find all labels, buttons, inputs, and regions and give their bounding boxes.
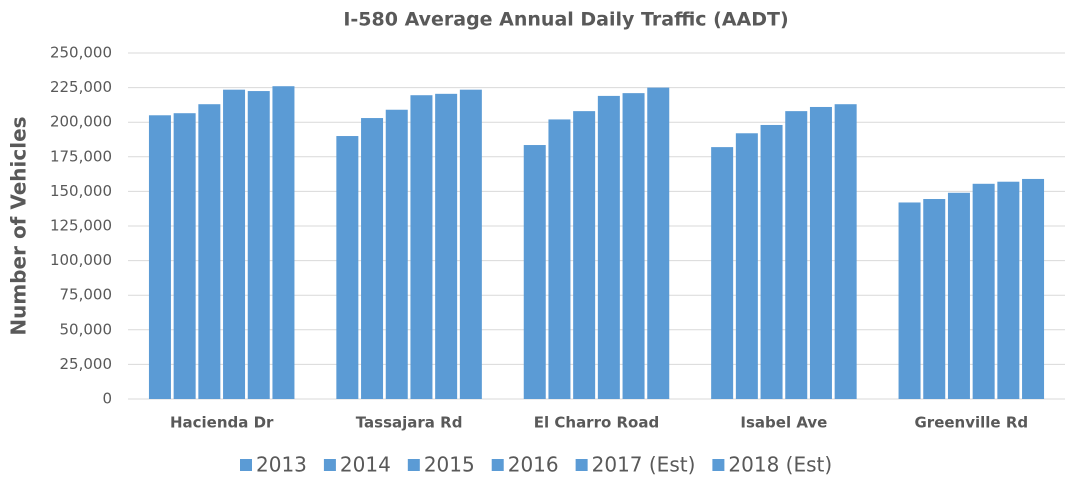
bar: [972, 183, 995, 399]
x-tick-label: Isabel Ave: [740, 414, 827, 432]
bar: [410, 95, 433, 399]
bar: [148, 115, 171, 399]
y-tick-label: 150,000: [50, 182, 112, 200]
legend-label: 2018 (Est): [728, 453, 832, 477]
bar: [834, 104, 857, 399]
bar: [735, 133, 758, 399]
bar: [361, 118, 384, 399]
bar: [272, 86, 295, 399]
bar: [435, 93, 458, 399]
bar: [898, 202, 921, 399]
y-tick-label: 125,000: [50, 217, 112, 235]
y-tick-label: 250,000: [50, 44, 112, 62]
y-tick-label: 50,000: [60, 320, 113, 338]
bar: [809, 106, 832, 399]
bar: [336, 136, 359, 400]
legend-swatch: [575, 459, 588, 471]
bar: [711, 147, 734, 399]
bar: [947, 192, 970, 399]
legend-swatch: [712, 459, 725, 471]
bar: [548, 119, 571, 399]
y-tick-label: 225,000: [50, 78, 112, 96]
legend-label: 2016: [508, 453, 559, 477]
legend-swatch: [407, 459, 420, 471]
bar: [622, 93, 645, 400]
y-tick-label: 25,000: [60, 355, 113, 373]
bar: [597, 95, 620, 400]
y-tick-label: 0: [102, 390, 112, 408]
bar: [760, 124, 783, 399]
bar: [523, 145, 546, 399]
x-tick-label: Hacienda Dr: [170, 414, 274, 432]
x-tick-label: Greenville Rd: [914, 414, 1028, 432]
legend-label: 2014: [340, 453, 391, 477]
y-tick-label: 100,000: [50, 251, 112, 269]
x-tick-label: Tassajara Rd: [356, 414, 463, 432]
bar: [1022, 178, 1045, 399]
chart-title: I-580 Average Annual Daily Traffic (AADT…: [343, 9, 788, 31]
bar: [923, 199, 946, 399]
legend-label: 2013: [256, 453, 307, 477]
bar: [247, 91, 270, 399]
y-tick-label: 175,000: [50, 147, 112, 165]
bar: [173, 113, 196, 399]
bar: [997, 181, 1020, 399]
legend-swatch: [240, 459, 252, 471]
bar: [785, 111, 808, 400]
bar: [573, 111, 596, 400]
legend-swatch: [323, 459, 336, 471]
bar: [647, 87, 670, 399]
y-tick-label: 200,000: [50, 113, 112, 131]
bar: [198, 104, 221, 399]
y-tick-label: 75,000: [60, 286, 113, 304]
legend-swatch: [491, 459, 504, 471]
bar: [385, 109, 408, 399]
legend-label: 2017 (Est): [592, 453, 696, 477]
bar: [459, 89, 482, 400]
bar: [223, 89, 246, 400]
y-axis-label: Number of Vehicles: [7, 116, 31, 335]
legend-label: 2015: [424, 453, 475, 477]
x-tick-label: El Charro Road: [534, 414, 659, 432]
